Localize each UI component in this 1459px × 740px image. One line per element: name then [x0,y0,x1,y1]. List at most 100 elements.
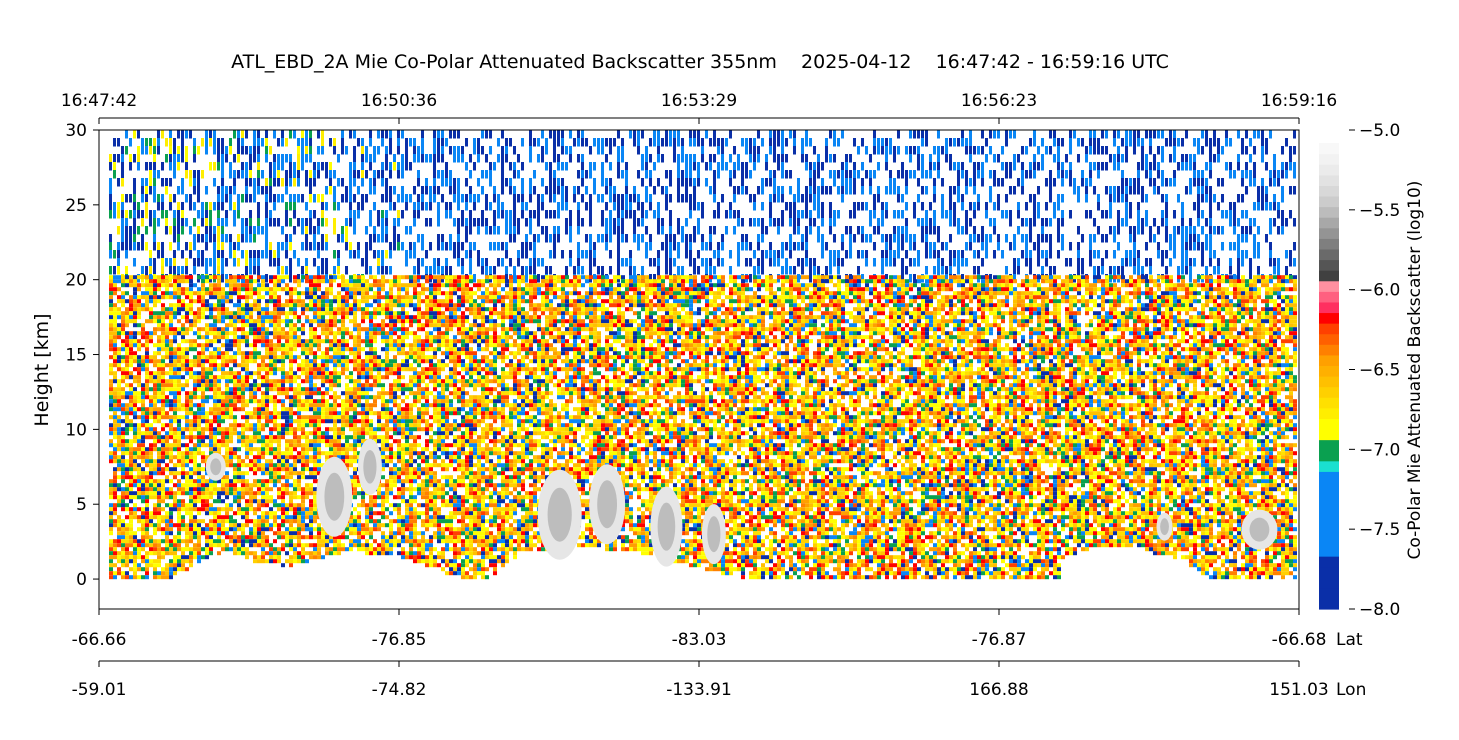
heatmap-cell [373,411,377,416]
heatmap-cell [269,331,273,336]
heatmap-cell [161,291,165,296]
heatmap-cell [281,307,285,312]
heatmap-cell [389,535,393,540]
heatmap-cell [261,391,265,396]
heatmap-cell [221,435,225,440]
heatmap-cell [129,487,133,492]
heatmap-cell [209,487,213,492]
heatmap-cell [193,519,197,524]
heatmap-cell [165,491,169,496]
heatmap-cell [241,375,245,380]
chart-title: ATL_EBD_2A Mie Co-Polar Attenuated Backs… [231,51,1169,73]
heatmap-cell [205,535,209,540]
heatmap-cell [349,427,353,432]
heatmap-cell [345,343,349,348]
heatmap-cell [237,475,241,480]
heatmap-cell [377,419,381,424]
heatmap-cell [233,359,237,364]
heatmap-cell [221,479,225,484]
heatmap-cell [153,459,157,464]
heatmap-cell [245,186,248,195]
heatmap-cell [181,451,185,456]
heatmap-cell [289,403,293,408]
heatmap-cell [277,327,281,332]
heatmap-cell [305,146,308,155]
heatmap-cell [273,331,277,336]
heatmap-cell [257,407,261,412]
heatmap-cell [117,395,121,400]
heatmap-cell [241,387,245,392]
heatmap-cell [233,343,237,348]
heatmap-cell [113,519,117,524]
heatmap-cell [285,371,289,376]
heatmap-cell [161,571,165,576]
heatmap-cell [173,226,176,235]
heatmap-cell [321,339,325,344]
heatmap-cell [333,427,337,432]
heatmap-cell [181,547,185,552]
heatmap-cell [389,359,393,364]
heatmap-cell [201,258,204,267]
heatmap-cell [217,226,220,235]
heatmap-cell [169,487,173,492]
heatmap-cell [189,459,193,464]
heatmap-cell [189,347,193,352]
heatmap-cell [117,415,121,420]
heatmap-cell [245,319,249,324]
heatmap-cell [141,367,145,372]
heatmap-cell [389,299,393,304]
heatmap-cell [261,463,265,468]
heatmap-cell [189,447,193,452]
heatmap-cell [381,455,385,460]
heatmap-cell [173,359,177,364]
heatmap-cell [185,443,189,448]
heatmap-cell [153,291,157,296]
heatmap-cell [233,519,237,524]
heatmap-cell [297,407,301,412]
heatmap-cell [389,395,393,400]
heatmap-cell [361,403,365,408]
heatmap-cell [261,471,265,476]
heatmap-cell [385,367,389,372]
heatmap-cell [157,547,161,552]
heatmap-cell [145,419,149,424]
heatmap-cell [281,363,285,368]
heatmap-cell [177,559,181,564]
heatmap-cell [277,387,281,392]
heatmap-cell [289,387,293,392]
heatmap-cell [325,279,329,284]
heatmap-cell [237,527,241,532]
heatmap-cell [125,431,129,436]
heatmap-cell [169,399,173,404]
heatmap-cell [205,527,209,532]
heatmap-cell [157,138,160,147]
heatmap-cell [361,499,365,504]
heatmap-cell [361,427,365,432]
heatmap-cell [281,379,285,384]
heatmap-cell [373,299,377,304]
heatmap-cell [393,423,397,428]
heatmap-cell [133,439,137,444]
heatmap-cell [329,539,333,544]
heatmap-cell [273,387,277,392]
heatmap-cell [121,555,125,560]
heatmap-cell [229,319,233,324]
heatmap-cell [289,507,293,512]
heatmap-cell [249,391,253,396]
heatmap-cell [217,379,221,384]
heatmap-cell [337,343,341,348]
heatmap-cell [233,287,237,292]
heatmap-cell [217,407,221,412]
heatmap-cell [249,319,253,324]
heatmap-cell [117,242,120,251]
heatmap-cell [225,503,229,508]
heatmap-cell [289,355,293,360]
heatmap-cell [209,343,213,348]
heatmap-cell [265,303,269,308]
heatmap-cell [353,359,357,364]
heatmap-cell [129,527,133,532]
heatmap-cell [273,511,277,516]
heatmap-cell [109,178,112,187]
heatmap-cell [149,411,153,416]
heatmap-cell [261,379,265,384]
